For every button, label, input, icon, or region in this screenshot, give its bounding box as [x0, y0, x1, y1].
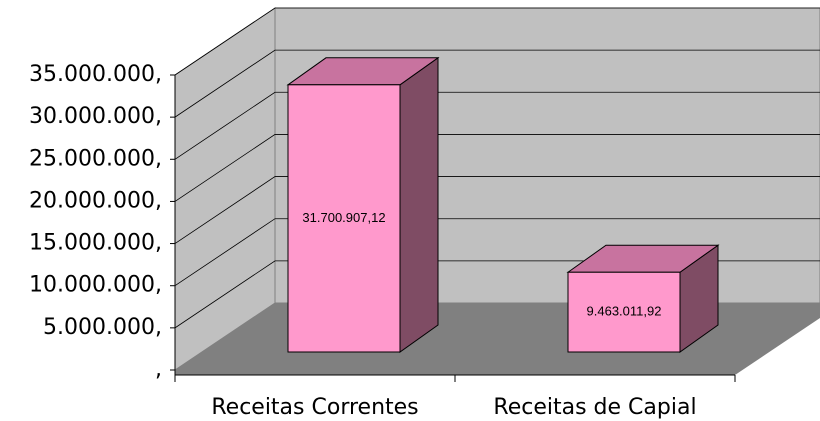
x-tick-label: Receitas de Capial [493, 395, 696, 420]
bar-side [399, 56, 439, 353]
y-tick-label: 35.000.000, [29, 62, 162, 87]
y-tick-label: , [155, 357, 162, 382]
grid-line [174, 134, 820, 202]
grid-line [174, 218, 820, 287]
y-tick-label: 30.000.000, [29, 104, 162, 129]
marks: 31.700.907,12 9.463.011,92 [286, 56, 720, 353]
x-tick-label: Receitas Correntes [211, 395, 418, 420]
y-tick-label: 25.000.000, [29, 146, 162, 171]
bar [287, 84, 401, 353]
y-tick-label: 20.000.000, [29, 188, 162, 213]
value-label: 31.700.907,12 [302, 210, 385, 225]
grid-line [174, 49, 820, 118]
grid-line [174, 91, 820, 160]
y-tick-label: 15.000.000, [29, 231, 162, 256]
floor [175, 303, 820, 375]
grid-line [174, 176, 820, 244]
y-tick-label: 5.000.000, [43, 315, 162, 340]
bar [567, 271, 681, 353]
value-label: 9.463.011,92 [587, 304, 662, 319]
grid-line [174, 7, 820, 76]
grid [174, 7, 820, 329]
y-tick-label: 10.000.000, [29, 273, 162, 298]
